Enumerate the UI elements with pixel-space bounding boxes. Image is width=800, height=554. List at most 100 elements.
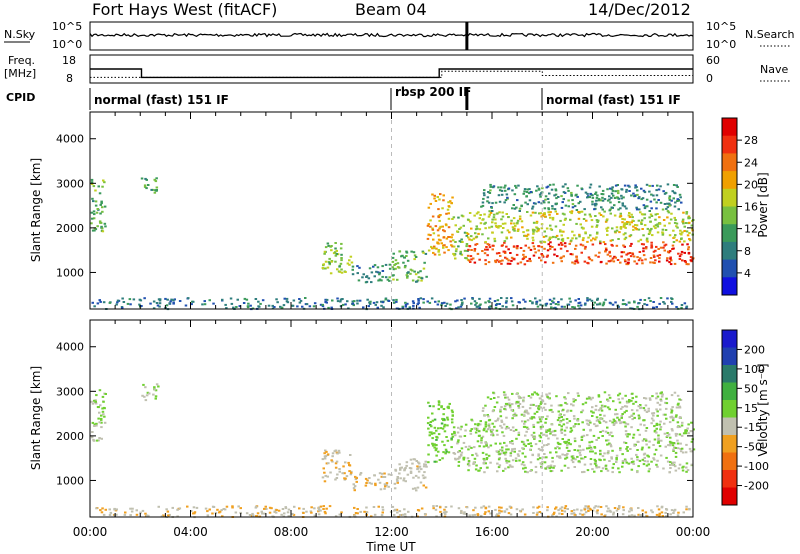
data-cell <box>462 458 466 461</box>
data-cell <box>445 237 449 240</box>
data-cell <box>350 261 354 264</box>
data-cell <box>99 221 102 224</box>
data-cell <box>416 486 420 489</box>
data-cell <box>655 207 658 210</box>
data-cell <box>522 425 526 428</box>
data-cell <box>637 465 640 468</box>
data-cell <box>356 512 359 515</box>
data-cell <box>608 195 611 198</box>
data-cell <box>436 303 440 306</box>
data-cell <box>515 206 518 209</box>
data-cell <box>384 298 387 301</box>
data-cell <box>505 425 509 428</box>
data-cell <box>511 304 515 307</box>
data-cell <box>676 403 680 406</box>
data-cell <box>503 407 506 410</box>
data-cell <box>564 397 567 400</box>
data-cell <box>100 437 103 440</box>
data-cell <box>685 211 688 214</box>
data-cell <box>570 194 573 197</box>
data-cell <box>536 393 540 396</box>
data-cell <box>544 261 547 264</box>
data-cell <box>322 467 325 470</box>
data-cell <box>599 242 602 245</box>
data-cell <box>415 280 418 283</box>
data-cell <box>512 430 516 432</box>
data-cell <box>586 240 589 243</box>
data-cell <box>656 184 659 187</box>
data-cell <box>493 397 496 399</box>
data-cell <box>540 400 543 403</box>
data-cell <box>534 465 538 468</box>
data-cell <box>589 398 593 401</box>
data-cell <box>535 189 538 192</box>
data-cell <box>669 218 673 221</box>
data-cell <box>334 466 338 469</box>
data-cell <box>554 193 558 196</box>
data-cell <box>611 244 614 247</box>
data-cell <box>473 513 477 516</box>
data-cell <box>280 306 284 309</box>
data-cell <box>415 460 418 462</box>
data-cell <box>581 403 585 406</box>
data-cell <box>431 412 434 415</box>
data-cell <box>352 483 355 486</box>
data-cell <box>407 510 410 513</box>
data-cell <box>500 506 503 509</box>
data-cell <box>544 198 547 201</box>
data-cell <box>404 305 407 308</box>
data-cell <box>349 255 353 258</box>
data-cell <box>420 507 424 510</box>
data-cell <box>565 418 569 420</box>
data-cell <box>490 433 493 436</box>
data-cell <box>452 252 455 255</box>
data-cell <box>507 466 510 469</box>
data-cell <box>168 513 171 516</box>
data-cell <box>341 298 344 300</box>
data-cell <box>488 418 492 421</box>
data-cell <box>522 467 525 470</box>
data-cell <box>436 436 439 439</box>
data-cell <box>329 471 332 474</box>
data-cell <box>681 451 685 454</box>
data-cell <box>643 419 646 422</box>
data-cell <box>214 511 218 514</box>
data-cell <box>324 260 328 263</box>
data-cell <box>354 475 357 478</box>
data-cell <box>652 414 655 417</box>
data-cell <box>596 194 599 197</box>
data-cell <box>610 456 613 459</box>
data-cell <box>470 249 473 251</box>
data-cell <box>551 300 554 303</box>
data-cell <box>564 204 568 207</box>
data-cell <box>482 457 486 460</box>
data-cell <box>484 301 487 304</box>
data-cell <box>498 200 502 203</box>
data-cell <box>516 453 520 456</box>
data-cell <box>474 431 478 434</box>
data-cell <box>561 240 565 242</box>
data-cell <box>586 422 589 425</box>
data-cell <box>445 212 448 215</box>
data-cell <box>478 445 481 448</box>
data-cell <box>564 401 567 404</box>
data-cell <box>432 251 435 254</box>
data-cell <box>481 201 485 204</box>
data-cell <box>670 394 674 397</box>
data-cell <box>537 505 541 508</box>
data-cell <box>433 443 436 446</box>
data-cell <box>645 303 649 306</box>
data-cell <box>101 185 104 188</box>
data-cell <box>551 411 554 413</box>
data-cell <box>615 229 619 232</box>
data-cell <box>524 466 527 469</box>
data-cell <box>379 488 383 491</box>
data-cell <box>551 261 555 264</box>
data-cell <box>661 233 665 236</box>
data-cell <box>437 249 441 251</box>
data-cell <box>557 303 560 306</box>
data-cell <box>537 188 541 191</box>
data-cell <box>561 513 564 515</box>
data-cell <box>515 459 518 462</box>
data-cell <box>687 432 690 435</box>
